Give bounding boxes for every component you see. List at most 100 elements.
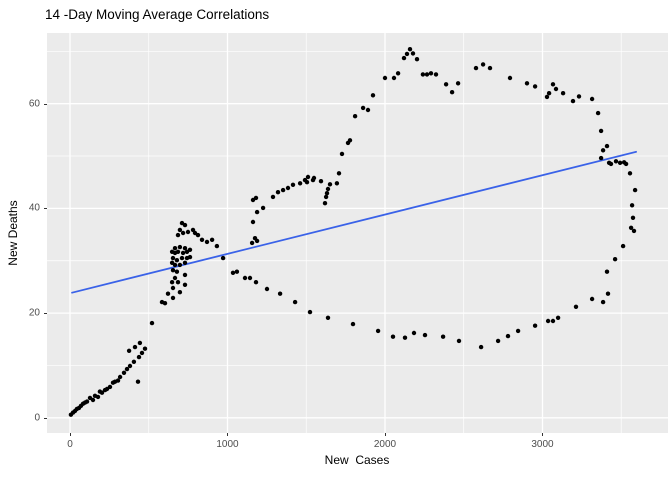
data-point [250,219,256,225]
data-point [570,98,576,104]
data-point [630,215,636,220]
data-point [532,323,538,328]
data-point [560,91,566,96]
data-point [617,160,623,165]
y-tick-label: 40 [28,202,40,214]
data-point [187,254,193,260]
y-tick-mark [44,417,47,419]
data-point [195,232,201,238]
data-point [360,105,366,111]
data-point [187,247,193,252]
data-point [318,179,324,184]
data-point [629,203,635,208]
data-point [220,255,226,261]
x-tick-label: 0 [67,439,73,450]
data-point [149,320,155,326]
data-point [334,181,340,186]
data-point [414,57,420,62]
x-tick-mark [384,433,386,436]
data-point [505,333,511,339]
plot-panel [47,33,668,433]
data-point [323,194,329,200]
data-point [285,185,291,191]
data-point [433,72,439,77]
data-point [135,379,141,384]
data-point [84,399,90,404]
data-point [382,75,388,81]
data-point [182,222,188,228]
data-point [170,255,176,261]
data-point [589,296,595,302]
y-tick-mark [44,103,47,105]
data-point [420,72,426,77]
data-point [632,187,638,193]
data-point [576,94,582,99]
data-point [170,285,176,291]
data-point [124,366,130,372]
data-point [627,171,633,176]
x-tick-label: 3000 [531,439,554,450]
data-point [545,318,551,324]
data-point [428,71,434,76]
y-tick-label: 0 [34,412,40,424]
x-tick-label: 2000 [373,439,397,450]
data-point [440,334,446,339]
data-point [401,55,407,61]
data-point [628,225,634,230]
data-point [327,182,333,187]
data-point [324,191,330,196]
data-point [180,230,186,236]
x-tick-mark [227,433,229,436]
data-point [449,90,455,95]
data-point [553,86,559,92]
data-point [424,72,430,77]
data-point [297,181,303,186]
data-point [487,65,493,71]
data-point [339,151,345,157]
data-point [270,194,276,200]
data-point [604,269,610,274]
x-tick-label: 1000 [216,439,239,450]
data-point [182,272,188,278]
data-point [407,47,413,52]
data-point [292,299,298,305]
data-point [180,250,186,256]
data-point [242,275,248,281]
panel-background [47,33,668,433]
data-point [455,81,461,86]
data-point [325,186,331,192]
data-point [598,128,604,134]
data-point [322,201,328,206]
data-point [254,238,260,244]
chart-title: 14 -Day Moving Average Correlations [45,7,270,22]
data-point [136,354,142,360]
data-point [515,328,521,334]
data-point [311,175,317,181]
data-point [375,328,381,334]
data-point [478,344,484,350]
data-point [277,291,283,296]
data-point [598,155,604,161]
data-point [174,269,180,274]
data-point [390,334,396,339]
y-axis-title: New Deaths [6,200,20,266]
data-point [495,338,501,344]
data-point [175,280,181,285]
data-point [177,244,183,250]
data-point [411,330,417,336]
data-point [307,309,313,315]
y-tick-mark [44,208,47,210]
data-point [169,280,175,285]
data-point [172,246,178,251]
data-point [182,260,188,265]
data-point [95,394,101,400]
data-point [230,270,236,275]
data-point [115,378,121,383]
data-point [253,195,259,201]
data-point [127,363,133,369]
data-point [608,161,614,167]
data-point [623,161,629,167]
data-point [185,229,191,235]
data-point [410,51,416,56]
